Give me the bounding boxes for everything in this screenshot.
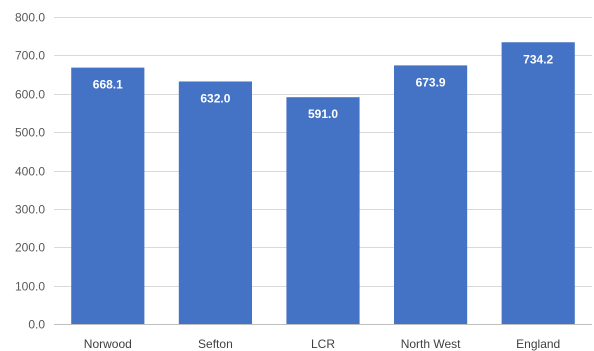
y-axis-tick-labels: 0.0 100.0 200.0 300.0 400.0 500.0 600.0 700.0 80… [15,11,45,332]
bar-data-label: 591.0 [308,107,338,121]
bar [501,42,575,324]
bar-data-label: 734.2 [523,52,553,66]
y-tick-label: 100.0 [15,280,45,294]
bar-data-label: 668.1 [93,78,123,92]
bar [286,97,360,324]
bar-data-labels: 668.1 632.0 591.0 673.9 734.2 [93,52,554,121]
x-tick-label: Sefton [198,337,233,351]
y-tick-label: 800.0 [15,11,45,25]
y-tick-label: 300.0 [15,203,45,217]
x-axis-tick-labels: Norwood Sefton LCR North West England [84,337,560,351]
y-tick-label: 400.0 [15,165,45,179]
x-tick-label: North West [401,337,461,351]
bar [178,81,252,324]
bar-data-label: 673.9 [416,75,446,89]
x-tick-label: England [516,337,560,351]
bar [71,67,145,324]
y-tick-label: 500.0 [15,126,45,140]
bar [394,65,468,325]
bars [71,42,575,325]
x-tick-label: Norwood [84,337,132,351]
x-tick-label: LCR [311,337,335,351]
y-tick-label: 600.0 [15,88,45,102]
y-tick-label: 700.0 [15,49,45,63]
y-tick-label: 0.0 [28,318,45,332]
bar-data-label: 632.0 [200,91,230,105]
y-tick-label: 200.0 [15,241,45,255]
